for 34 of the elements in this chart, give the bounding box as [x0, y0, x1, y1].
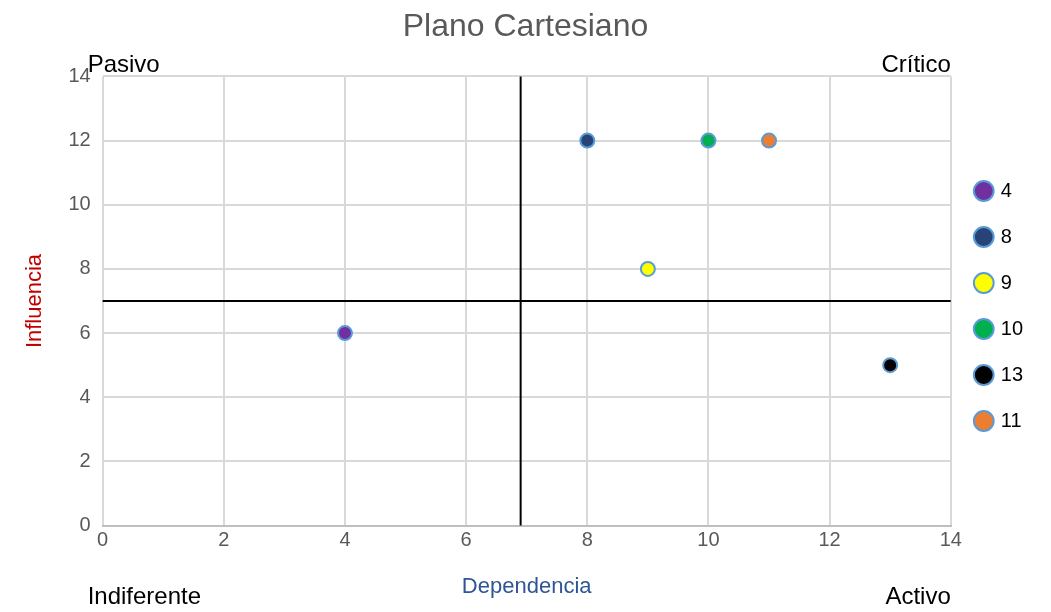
- point: [336, 325, 353, 342]
- point: [882, 357, 899, 374]
- x-tick-label: 8: [581, 528, 593, 551]
- x-tick-label: 14: [939, 528, 962, 551]
- point: [579, 132, 596, 149]
- y-axis-title: Influencia: [21, 253, 47, 349]
- legend-label: 10: [1000, 316, 1023, 339]
- y-tick-label: 8: [79, 256, 91, 279]
- annotation: Crítico: [881, 50, 951, 78]
- text: Indiferente: [87, 581, 202, 609]
- x-tick-label: 6: [460, 528, 472, 551]
- x-tick-label: 4: [339, 528, 351, 551]
- y-tick-label: 12: [68, 128, 91, 151]
- x-tick-label: 2: [218, 528, 230, 551]
- y-tick-label: 4: [79, 384, 91, 407]
- y-tick-label: 0: [79, 513, 91, 536]
- chart-title: Plano Cartesiano: [402, 7, 649, 44]
- point: [639, 260, 656, 277]
- point: [700, 132, 717, 149]
- annotation: Pasivo: [87, 50, 160, 78]
- legend-label: 11: [1000, 408, 1022, 431]
- x-axis-title: Dependencia: [461, 572, 593, 598]
- x-tick-label: 10: [697, 528, 720, 551]
- legend-label: 13: [1000, 362, 1023, 385]
- y-tick-label: 6: [79, 320, 91, 343]
- legend-label: 4: [1000, 178, 1012, 201]
- legend-label: 8: [1000, 224, 1012, 247]
- point: [761, 132, 778, 149]
- y-tick-label: 2: [79, 448, 91, 471]
- text: Activo: [885, 581, 951, 609]
- legend-label: 9: [1000, 270, 1012, 293]
- x-tick-label: 12: [818, 528, 841, 551]
- x-tick-label: 0: [97, 528, 109, 551]
- y-tick-label: 10: [68, 192, 91, 215]
